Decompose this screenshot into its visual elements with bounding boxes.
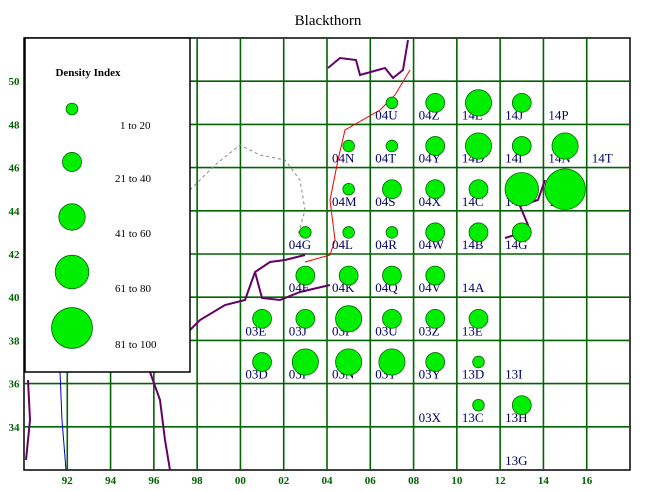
density-circle	[472, 355, 485, 369]
square-label: 14P	[548, 107, 568, 122]
y-tick-label: 50	[9, 76, 21, 88]
density-circle	[335, 348, 363, 376]
density-circle	[378, 348, 406, 376]
density-circle	[544, 168, 586, 210]
density-circle	[385, 139, 399, 153]
y-tick-label: 42	[9, 249, 21, 261]
legend-box	[24, 37, 191, 373]
square-label: 14T	[592, 151, 613, 166]
x-tick-label: 12	[495, 475, 507, 487]
density-circle	[511, 395, 532, 416]
density-circle	[472, 398, 485, 412]
density-circle	[425, 92, 446, 113]
x-tick-label: 00	[235, 475, 247, 487]
square-label: 04U	[375, 107, 398, 122]
legend-circle	[51, 307, 93, 349]
density-circle	[291, 348, 319, 376]
density-circle	[382, 308, 402, 329]
square-label: 04L	[332, 237, 353, 252]
y-tick-label: 40	[9, 292, 21, 304]
map-title: Blackthorn	[295, 13, 362, 29]
y-tick-label: 36	[9, 379, 21, 391]
density-circle	[295, 265, 316, 286]
x-tick-label: 02	[278, 475, 290, 487]
density-circle	[511, 136, 532, 156]
square-label: 13C	[462, 410, 484, 425]
density-circle	[342, 182, 355, 196]
square-label: 04M	[332, 194, 357, 209]
square-label: 13G	[505, 453, 527, 468]
density-circle	[425, 222, 446, 243]
density-circle	[425, 308, 446, 329]
density-circle	[425, 352, 446, 372]
density-circle	[335, 305, 363, 333]
x-tick-label: 92	[62, 475, 74, 487]
density-circle	[295, 308, 316, 329]
square-label: 04G	[289, 237, 311, 252]
density-circle	[425, 136, 446, 156]
density-circle	[465, 89, 492, 117]
square-label: 03X	[419, 410, 442, 425]
density-circle	[252, 308, 272, 329]
legend-label: 81 to 100	[115, 339, 157, 351]
density-circle	[511, 92, 532, 113]
x-tick-label: 96	[148, 475, 160, 487]
square-label: 04T	[375, 151, 396, 166]
density-circle	[385, 96, 399, 110]
density-circle	[468, 222, 489, 243]
density-circle	[465, 132, 492, 160]
square-label: 14A	[462, 280, 485, 295]
square-label: 04R	[375, 237, 397, 252]
density-circle	[425, 265, 446, 286]
density-circle	[338, 265, 359, 286]
density-circle	[252, 352, 272, 372]
x-tick-label: 94	[105, 475, 117, 487]
density-circle	[299, 226, 312, 239]
square-label: 04N	[332, 151, 355, 166]
square-label: 13I	[505, 367, 522, 382]
legend-circle	[65, 102, 79, 116]
legend-label: 61 to 80	[115, 283, 152, 295]
density-circle	[382, 179, 402, 200]
legend-label: 1 to 20	[120, 120, 151, 132]
x-tick-label: 14	[538, 475, 550, 487]
density-circle	[342, 139, 355, 153]
square-label: 13D	[462, 367, 484, 382]
x-tick-label: 16	[581, 475, 593, 487]
density-circle	[342, 226, 355, 239]
density-circle	[382, 265, 402, 286]
density-circle	[385, 226, 399, 239]
y-tick-label: 38	[9, 335, 21, 347]
y-tick-label: 46	[9, 163, 21, 175]
x-tick-label: 10	[451, 475, 463, 487]
x-tick-label: 04	[322, 475, 334, 487]
density-circle	[511, 222, 532, 243]
x-tick-label: 06	[365, 475, 377, 487]
legend-label: 21 to 40	[115, 173, 152, 185]
legend-circle	[58, 203, 86, 231]
y-tick-label: 48	[9, 119, 21, 131]
legend-label: 41 to 60	[115, 228, 152, 240]
x-tick-label: 08	[408, 475, 420, 487]
density-circle	[468, 179, 489, 200]
y-tick-label: 44	[9, 206, 21, 218]
x-tick-label: 98	[192, 475, 204, 487]
legend-title: Density Index	[55, 67, 121, 79]
legend-circle	[62, 152, 82, 172]
density-circle	[504, 172, 539, 207]
y-tick-label: 34	[9, 422, 21, 434]
density-circle	[468, 308, 489, 329]
legend-circle	[54, 254, 90, 290]
density-circle	[551, 132, 579, 160]
density-circle	[425, 179, 446, 200]
